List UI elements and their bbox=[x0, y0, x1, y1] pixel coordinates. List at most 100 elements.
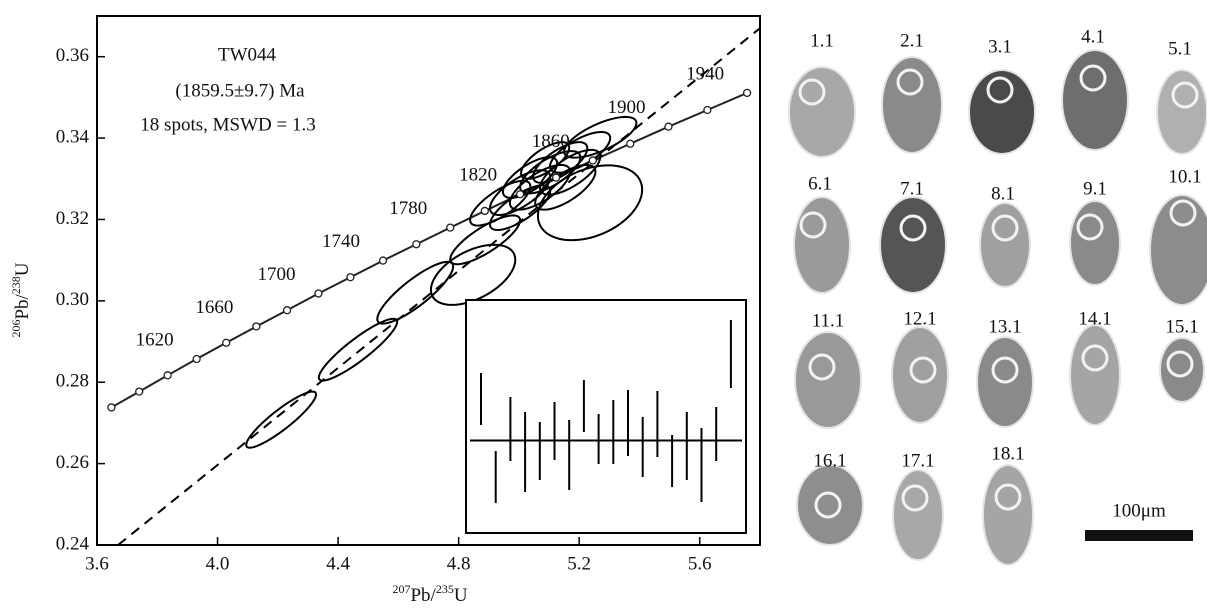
analysis-spot bbox=[994, 483, 1022, 511]
error-ellipse bbox=[563, 115, 638, 159]
age-label: 1900 bbox=[607, 97, 645, 118]
y-tick-label: 0.30 bbox=[56, 289, 89, 310]
age-label: 1620 bbox=[136, 329, 174, 350]
analysis-spot bbox=[991, 356, 1019, 384]
spot-label: 13.1 bbox=[988, 316, 1021, 337]
analysis-spot bbox=[1166, 350, 1194, 378]
concordia-point bbox=[192, 354, 201, 364]
analysis-spot bbox=[986, 76, 1014, 104]
error-ellipse bbox=[429, 243, 517, 306]
error-ellipse bbox=[245, 390, 318, 449]
spot-label: 2.1 bbox=[900, 30, 924, 51]
concordia-point bbox=[742, 88, 752, 98]
spot-label: 16.1 bbox=[813, 450, 846, 471]
age-label: 1860 bbox=[532, 131, 570, 152]
concordia-curve bbox=[110, 91, 748, 409]
zircon-grain bbox=[1156, 69, 1207, 155]
concordia-point bbox=[480, 206, 489, 216]
x-tick-label: 5.6 bbox=[688, 553, 712, 574]
zircon-grain bbox=[891, 326, 949, 424]
zircon-grain bbox=[1069, 324, 1121, 426]
y-axis-label: 206Pb/238U bbox=[9, 262, 34, 337]
concordia-point bbox=[446, 223, 455, 232]
age-result: (1859.5±9.7) Ma bbox=[175, 80, 305, 101]
y-tick-label: 0.28 bbox=[56, 371, 89, 392]
analysis-spot bbox=[1169, 199, 1197, 227]
zircon-grain bbox=[1069, 200, 1121, 286]
y-tick-label: 0.32 bbox=[56, 208, 89, 229]
inset bbox=[470, 320, 742, 503]
error-ellipse bbox=[469, 179, 532, 227]
age-label: 1660 bbox=[195, 297, 233, 318]
analysis-spot bbox=[814, 491, 842, 519]
analysis-spot bbox=[1076, 213, 1104, 241]
x-axis-label: 207Pb/235U bbox=[392, 582, 467, 607]
zircon-grain bbox=[879, 196, 947, 294]
zircon-images: 1.1 2.1 3.1 4.1 5.1 6.1 7.1 8.1 9.1 10.1 11.1 12.1 1… bbox=[788, 26, 1207, 566]
concordia-point bbox=[378, 256, 388, 265]
analysis-spot bbox=[1079, 64, 1107, 92]
axis-label-part: 206 bbox=[9, 320, 23, 338]
analysis-spot bbox=[901, 484, 929, 512]
y-tick-label: 0.36 bbox=[56, 45, 89, 66]
spot-label: 8.1 bbox=[991, 183, 1015, 204]
concordia-point bbox=[222, 338, 231, 347]
error-ellipse bbox=[376, 260, 455, 325]
spot-label: 4.1 bbox=[1081, 26, 1105, 47]
concordia-point bbox=[515, 190, 525, 199]
spot-label: 7.1 bbox=[900, 178, 924, 199]
x-tick-label: 4.8 bbox=[447, 553, 471, 574]
spot-label: 6.1 bbox=[808, 173, 832, 194]
analysis-spot bbox=[991, 214, 1019, 242]
error-ellipse bbox=[317, 317, 399, 382]
y-tick-label: 0.24 bbox=[56, 533, 90, 554]
spot-label: 12.1 bbox=[903, 308, 936, 329]
analysis-spot bbox=[899, 214, 927, 242]
spot-label: 3.1 bbox=[988, 36, 1012, 57]
spot-label: 17.1 bbox=[901, 450, 934, 471]
age-label: 1700 bbox=[257, 264, 295, 285]
zircon-grain bbox=[968, 69, 1036, 155]
concordia-point bbox=[703, 105, 712, 115]
spot-label: 11.1 bbox=[812, 310, 845, 331]
x-tick-label: 4.4 bbox=[326, 553, 350, 574]
inset-frame bbox=[465, 299, 747, 534]
y-tick-label: 0.34 bbox=[56, 126, 90, 147]
analysis-spot bbox=[798, 78, 826, 106]
x-tick-label: 4.0 bbox=[206, 553, 230, 574]
zircon-grain bbox=[982, 464, 1034, 566]
analysis-spot bbox=[1171, 81, 1199, 109]
concordia-point bbox=[135, 387, 144, 396]
zircon-grain bbox=[788, 66, 856, 158]
spot-label: 15.1 bbox=[1165, 316, 1198, 337]
spot-label: 1.1 bbox=[810, 30, 834, 51]
concordia-point bbox=[664, 122, 673, 131]
concordia-point bbox=[252, 322, 261, 331]
axis-label-part: U bbox=[12, 262, 33, 276]
age-label: 1940 bbox=[686, 63, 724, 84]
axis-label-part: 235 bbox=[436, 582, 454, 596]
age-label: 1820 bbox=[459, 165, 497, 186]
spot-label: 10.1 bbox=[1168, 166, 1201, 187]
concordia-point bbox=[314, 289, 323, 298]
zircon-grain bbox=[892, 469, 944, 561]
axis-label-part: U bbox=[454, 585, 468, 606]
age-label: 1780 bbox=[389, 198, 427, 219]
zircon-grain bbox=[793, 196, 851, 294]
zircon-grain bbox=[794, 331, 862, 429]
zircon-grain bbox=[1149, 194, 1207, 306]
plot-frame bbox=[96, 15, 761, 546]
concordia-point bbox=[346, 273, 355, 282]
error-ellipse bbox=[488, 184, 552, 232]
concordia-point bbox=[626, 139, 635, 148]
analysis-spot bbox=[1081, 344, 1109, 372]
zircon-grain bbox=[1061, 49, 1129, 151]
plot-area bbox=[107, 27, 760, 545]
error-ellipse bbox=[534, 163, 597, 211]
concordia-point bbox=[163, 371, 172, 380]
spot-label: 9.1 bbox=[1083, 178, 1107, 199]
spot-label: 5.1 bbox=[1168, 38, 1192, 59]
zircon-grain bbox=[796, 464, 864, 546]
age-label: 1740 bbox=[322, 231, 360, 252]
